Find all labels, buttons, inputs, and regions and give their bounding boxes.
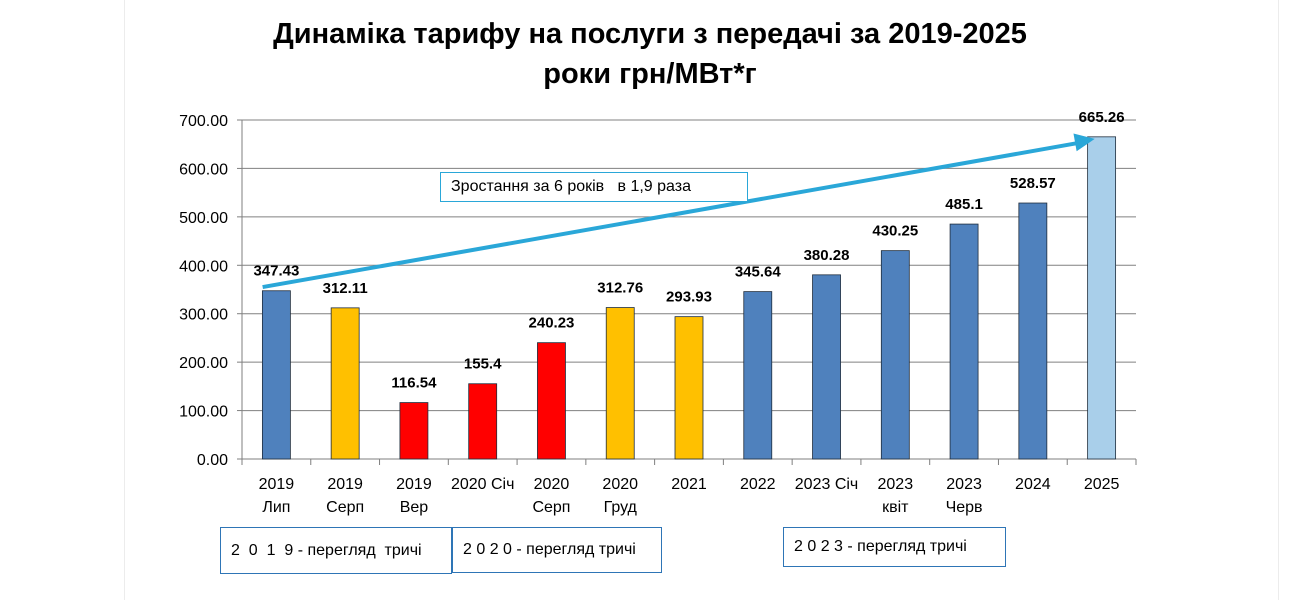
chart-title-line2: роки грн/МВт*г — [543, 58, 757, 90]
y-tick-label: 600.00 — [179, 161, 228, 178]
x-tick-label: 2020 — [602, 476, 638, 493]
bar — [330, 307, 360, 460]
x-tick-label: 2020 Січ — [451, 476, 514, 493]
data-label: 665.26 — [1079, 109, 1125, 126]
bar — [1018, 202, 1048, 460]
y-tick-label: 700.00 — [179, 113, 228, 130]
bar — [1087, 136, 1117, 460]
y-tick-label: 100.00 — [179, 404, 228, 421]
note-2019: 2 0 1 9 - перегляд тричі — [220, 527, 452, 574]
x-tick-label: 2025 — [1084, 476, 1120, 493]
x-tick-label: 2023 — [878, 476, 914, 493]
x-tick-label: Груд — [604, 499, 638, 516]
data-label: 312.11 — [323, 280, 368, 297]
note-2020: 2 0 2 0 - перегляд тричі — [452, 527, 662, 573]
bar — [812, 274, 841, 460]
data-label: 528.57 — [1010, 175, 1056, 192]
data-label: 347.43 — [253, 263, 299, 280]
x-tick-label: 2021 — [671, 476, 707, 493]
x-tick-label: 2023 — [946, 476, 982, 493]
growth-annotation: Зростання за 6 років в 1,9 раза — [440, 172, 748, 202]
bar — [880, 250, 910, 460]
data-label: 116.54 — [391, 375, 437, 392]
x-tick-label: Черв — [946, 499, 983, 516]
y-tick-label: 500.00 — [179, 210, 228, 227]
bar — [537, 342, 566, 460]
data-label: 293.93 — [666, 289, 712, 306]
x-tick-label: 2019 — [327, 476, 363, 493]
x-tick-label: Вер — [400, 499, 429, 516]
bar — [468, 383, 498, 460]
x-tick-label: 2019 — [396, 476, 432, 493]
bar — [261, 290, 291, 460]
x-tick-label: 2023 Січ — [795, 476, 858, 493]
data-label: 312.76 — [597, 280, 643, 297]
right-edge-line — [1278, 0, 1279, 600]
data-label: 240.23 — [529, 315, 575, 332]
data-label: 485.1 — [945, 196, 983, 213]
bar — [743, 291, 773, 460]
x-tick-label: квіт — [882, 499, 909, 516]
y-tick-label: 400.00 — [179, 258, 228, 275]
bar — [674, 316, 704, 460]
data-label: 155.4 — [464, 356, 502, 373]
y-tick-label: 200.00 — [179, 355, 228, 372]
x-tick-label: Серп — [326, 499, 364, 516]
bar — [949, 223, 979, 460]
bar — [605, 307, 635, 460]
trend-arrow-head — [1073, 133, 1095, 152]
x-tick-label: Серп — [532, 499, 570, 516]
x-tick-label: 2024 — [1015, 476, 1051, 493]
x-tick-label: Лип — [262, 499, 290, 516]
x-tick-label: 2020 — [534, 476, 570, 493]
y-tick-label: 0.00 — [197, 452, 228, 469]
data-label: 380.28 — [804, 247, 850, 264]
data-label: 345.64 — [735, 264, 782, 281]
chart-title-line1: Динаміка тарифу на послуги з передачі за… — [273, 18, 1027, 50]
note-2023: 2 0 2 3 - перегляд тричі — [783, 527, 1006, 567]
trend-arrow-line — [262, 139, 1086, 290]
data-label: 430.25 — [872, 223, 918, 240]
x-tick-label: 2022 — [740, 476, 776, 493]
left-edge-line — [124, 0, 125, 600]
x-tick-label: 2019 — [259, 476, 295, 493]
bar — [399, 402, 429, 460]
y-tick-label: 300.00 — [179, 307, 228, 324]
